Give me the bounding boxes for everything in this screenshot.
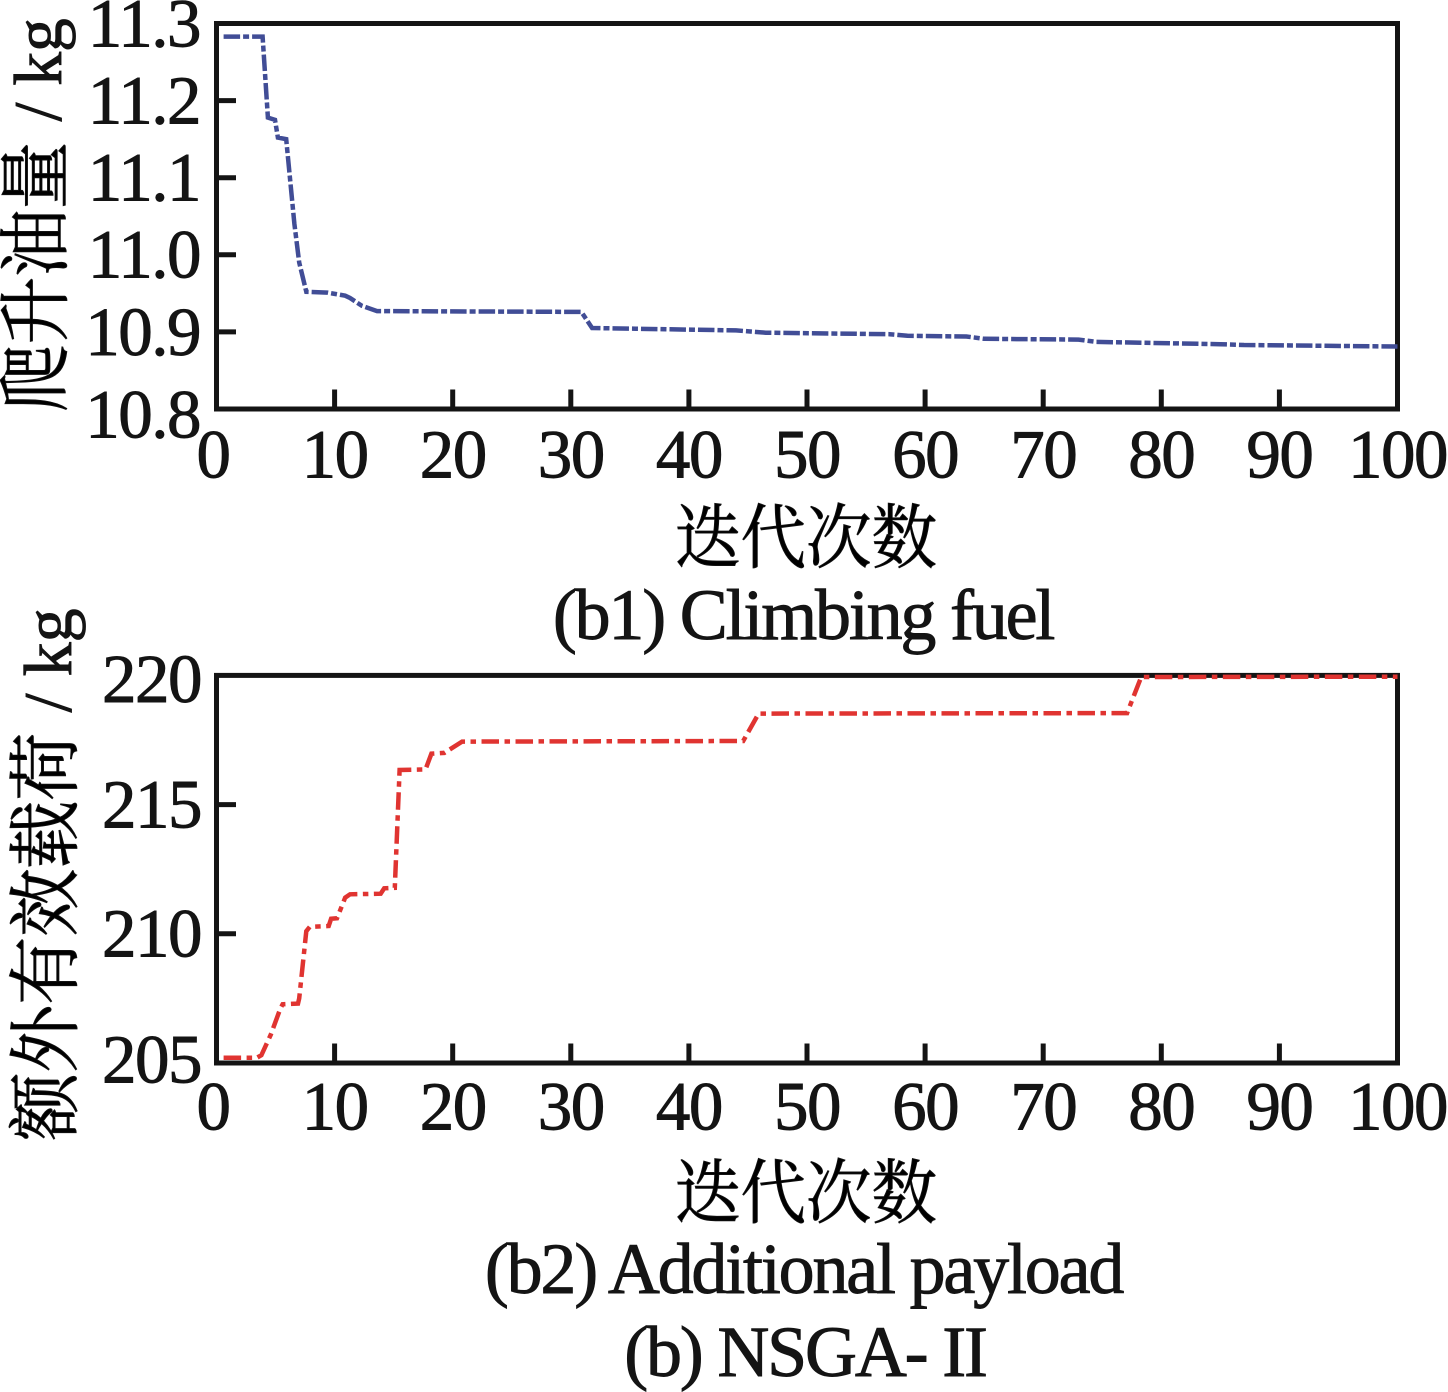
svg-text:60: 60 [892, 416, 958, 492]
svg-text:10: 10 [302, 1069, 368, 1145]
svg-text:(b) NSGA- II: (b) NSGA- II [624, 1312, 986, 1392]
svg-text:40: 40 [656, 416, 722, 492]
svg-text:60: 60 [892, 1069, 958, 1145]
svg-text:100: 100 [1348, 1069, 1447, 1145]
svg-text:90: 90 [1246, 416, 1312, 492]
svg-text:30: 30 [538, 416, 604, 492]
svg-text:70: 70 [1010, 1069, 1076, 1145]
svg-text:50: 50 [774, 1069, 840, 1145]
svg-text:20: 20 [420, 1069, 486, 1145]
svg-text:215: 215 [102, 767, 201, 843]
svg-text:11.3: 11.3 [88, 0, 200, 61]
svg-text:210: 210 [102, 896, 201, 972]
svg-text:40: 40 [656, 1069, 722, 1145]
svg-text:11.2: 11.2 [88, 63, 200, 139]
svg-text:10.9: 10.9 [85, 294, 200, 370]
svg-text:220: 220 [102, 641, 201, 717]
svg-text:11.0: 11.0 [88, 217, 200, 293]
svg-text:10: 10 [302, 416, 368, 492]
svg-text:205: 205 [102, 1021, 201, 1097]
svg-text:90: 90 [1246, 1069, 1312, 1145]
svg-text:50: 50 [774, 416, 840, 492]
svg-text:0: 0 [197, 1069, 230, 1145]
svg-text:(b2) Additional payload: (b2) Additional payload [485, 1229, 1124, 1309]
svg-text:/ kg: / kg [1, 18, 76, 121]
svg-text:/ kg: / kg [10, 608, 86, 712]
svg-text:0: 0 [197, 416, 230, 492]
svg-text:(b1) Climbing fuel: (b1) Climbing fuel [553, 575, 1055, 655]
svg-text:20: 20 [420, 416, 486, 492]
svg-text:11.1: 11.1 [88, 140, 200, 216]
svg-text:70: 70 [1010, 416, 1076, 492]
svg-text:80: 80 [1128, 416, 1194, 492]
svg-text:10.8: 10.8 [85, 376, 200, 452]
svg-text:100: 100 [1348, 416, 1447, 492]
svg-text:30: 30 [538, 1069, 604, 1145]
svg-text:80: 80 [1128, 1069, 1194, 1145]
